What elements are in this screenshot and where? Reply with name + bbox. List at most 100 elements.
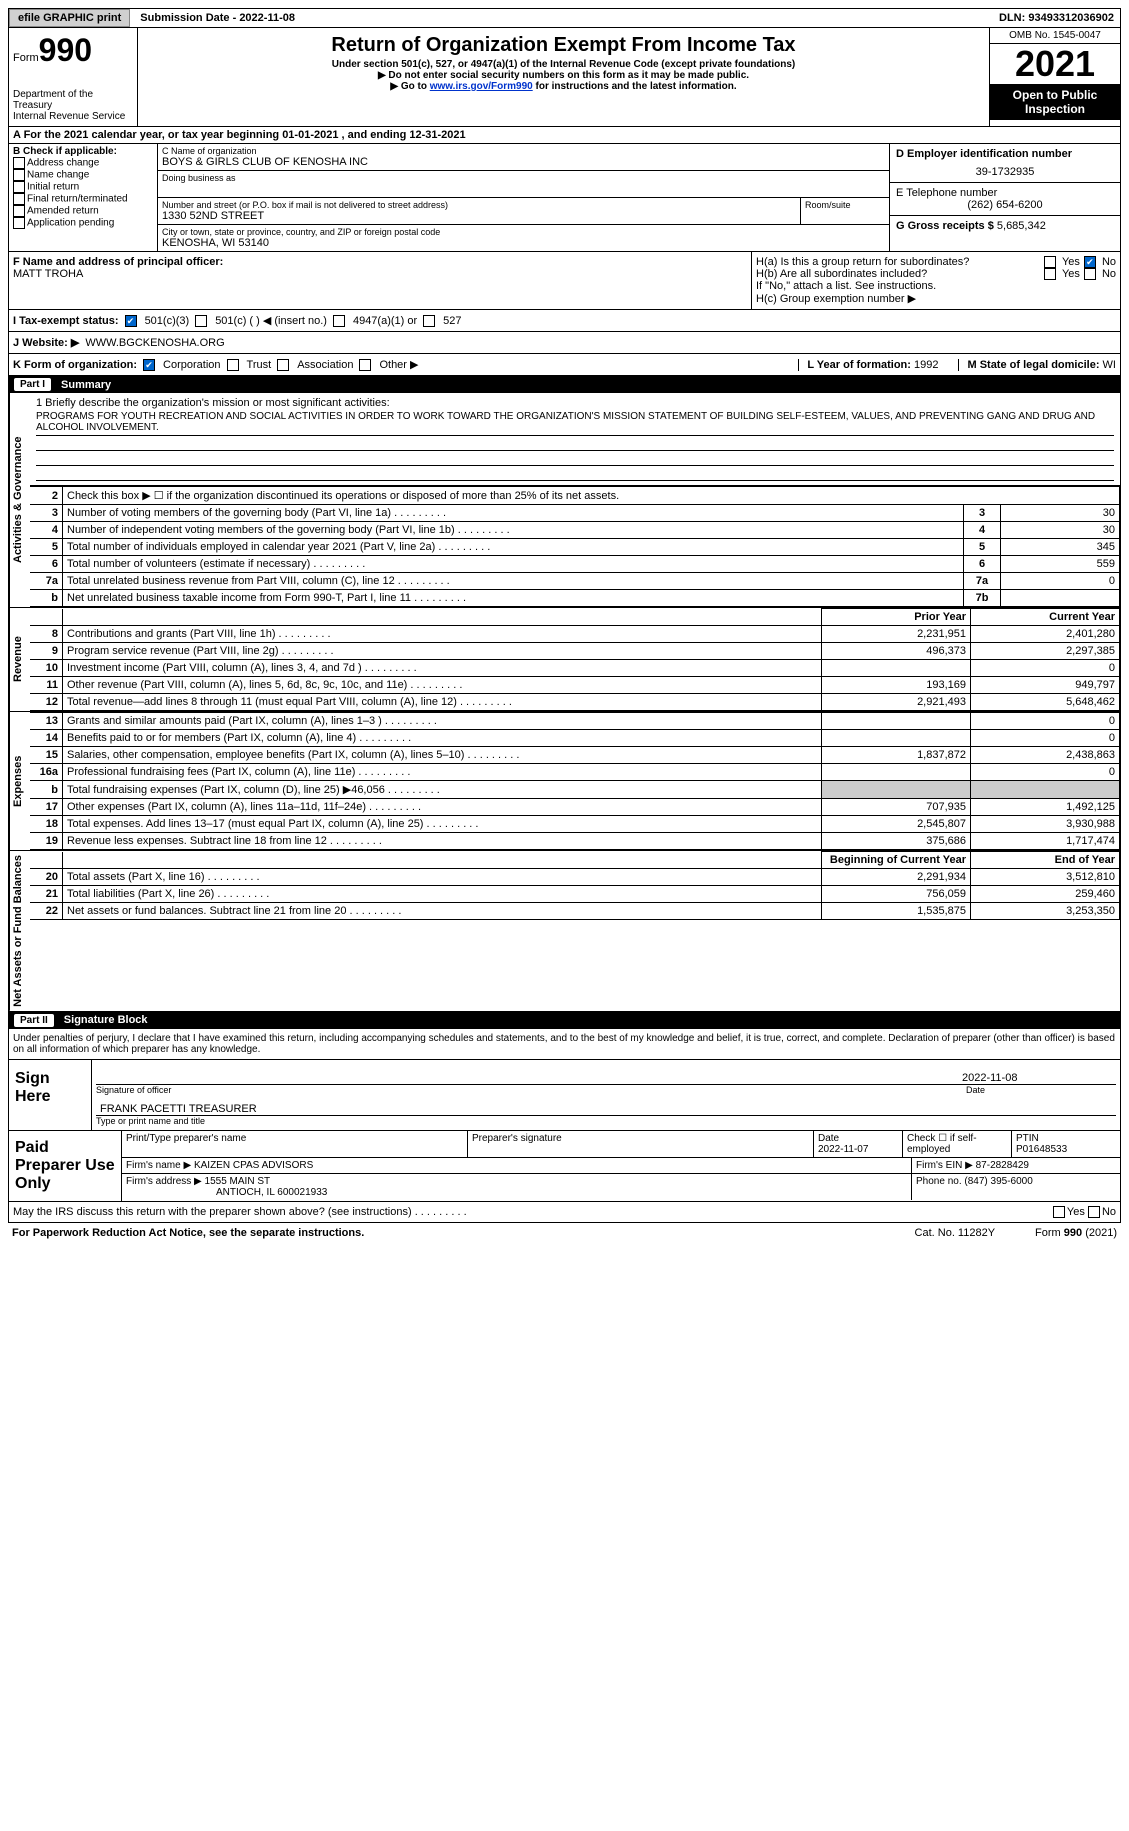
street: 1330 52ND STREET [162, 210, 796, 222]
gov-section: Activities & Governance 1 Briefly descri… [8, 393, 1121, 608]
gross: 5,685,342 [997, 220, 1046, 232]
city-label: City or town, state or province, country… [162, 227, 885, 237]
net-table: Beginning of Current YearEnd of Year20To… [30, 851, 1120, 920]
submission-date: Submission Date - 2022-11-08 [134, 10, 301, 26]
firm-addr1: 1555 MAIN ST [205, 1176, 271, 1187]
officer-name: MATT TROHA [13, 268, 747, 280]
top-bar: efile GRAPHIC print Submission Date - 20… [8, 8, 1121, 28]
sign-date: 2022-11-08 [962, 1072, 1112, 1084]
chk-name[interactable] [13, 169, 25, 181]
date-cap: Date [966, 1085, 1116, 1095]
prep-name-label: Print/Type preparer's name [122, 1131, 468, 1157]
omb-number: OMB No. 1545-0047 [990, 28, 1120, 44]
chk-501c3[interactable] [125, 315, 137, 327]
chk-pending[interactable] [13, 217, 25, 229]
gross-label: G Gross receipts $ [896, 220, 994, 232]
hb-note: If "No," attach a list. See instructions… [756, 280, 1116, 292]
phone-label: E Telephone number [896, 187, 1114, 199]
dept-label: Department of the Treasury [13, 89, 133, 111]
form-number: 990 [39, 32, 92, 69]
form-label: Form [13, 52, 39, 64]
kform-row: K Form of organization: Corporation Trus… [8, 354, 1121, 376]
ein-label: D Employer identification number [896, 148, 1114, 160]
ha-no[interactable] [1084, 256, 1096, 268]
paperwork: For Paperwork Reduction Act Notice, see … [12, 1227, 364, 1239]
chk-assoc[interactable] [277, 359, 289, 371]
block-b-label: B Check if applicable: [13, 146, 153, 157]
chk-final[interactable] [13, 193, 25, 205]
sig-cap: Signature of officer [96, 1085, 966, 1095]
mission-text: PROGRAMS FOR YOUTH RECREATION AND SOCIAL… [36, 409, 1114, 436]
chk-address[interactable] [13, 157, 25, 169]
form-ref: Form 990 (2021) [1035, 1227, 1117, 1239]
chk-527[interactable] [423, 315, 435, 327]
form-header: Form 990 Department of the Treasury Inte… [8, 28, 1121, 127]
chk-amended[interactable] [13, 205, 25, 217]
gov-table: 2Check this box ▶ ☐ if the organization … [30, 486, 1120, 607]
net-vlabel: Net Assets or Fund Balances [9, 851, 30, 1011]
discuss-row: May the IRS discuss this return with the… [8, 1202, 1121, 1223]
prep-sig-label: Preparer's signature [468, 1131, 814, 1157]
firm-phone: (847) 395-6000 [964, 1176, 1032, 1187]
dln: DLN: 93493312036902 [993, 10, 1120, 26]
hb-label: H(b) Are all subordinates included? [756, 268, 1040, 280]
firm-ein: 87-2828429 [976, 1160, 1029, 1171]
discuss-q: May the IRS discuss this return with the… [13, 1206, 467, 1218]
chk-501c[interactable] [195, 315, 207, 327]
cat-no: Cat. No. 11282Y [915, 1227, 996, 1239]
rev-vlabel: Revenue [9, 608, 30, 711]
firm-addr2: ANTIOCH, IL 600021933 [216, 1187, 327, 1198]
note-goto-post: for instructions and the latest informat… [536, 81, 737, 92]
note-goto-pre: Go to [390, 81, 429, 92]
rev-section: Revenue Prior YearCurrent Year8Contribut… [8, 608, 1121, 712]
rev-table: Prior YearCurrent Year8Contributions and… [30, 608, 1120, 711]
discuss-yes[interactable] [1053, 1206, 1065, 1218]
firm-name: KAIZEN CPAS ADVISORS [194, 1160, 313, 1171]
block-bcd: B Check if applicable: Address change Na… [8, 144, 1121, 252]
hc-label: H(c) Group exemption number ▶ [756, 292, 1116, 305]
block-fh: F Name and address of principal officer:… [8, 252, 1121, 310]
mission-q: 1 Briefly describe the organization's mi… [36, 397, 1114, 409]
hb-no[interactable] [1084, 268, 1096, 280]
form-title: Return of Organization Exempt From Incom… [142, 34, 985, 57]
signer-name: FRANK PACETTI TREASURER [100, 1103, 257, 1115]
part1-header: Part I Summary [8, 376, 1121, 393]
dba-label: Doing business as [162, 173, 885, 183]
phone: (262) 654-6200 [896, 199, 1114, 211]
part2-header: Part II Signature Block [8, 1012, 1121, 1029]
hb-yes[interactable] [1044, 268, 1056, 280]
sign-label: Sign Here [9, 1060, 92, 1130]
sign-section: Sign Here 2022-11-08 Signature of office… [8, 1060, 1121, 1131]
city: KENOSHA, WI 53140 [162, 237, 885, 249]
chk-trust[interactable] [227, 359, 239, 371]
penalties-text: Under penalties of perjury, I declare th… [8, 1029, 1121, 1060]
discuss-no[interactable] [1088, 1206, 1100, 1218]
prep-self-emp: Check ☐ if self-employed [903, 1131, 1012, 1157]
chk-corp[interactable] [143, 359, 155, 371]
exp-section: Expenses 13Grants and similar amounts pa… [8, 712, 1121, 851]
inspection-badge: Open to Public Inspection [990, 84, 1120, 120]
chk-other[interactable] [359, 359, 371, 371]
exp-vlabel: Expenses [9, 712, 30, 850]
net-section: Net Assets or Fund Balances Beginning of… [8, 851, 1121, 1012]
tax-year: 2021 [990, 44, 1120, 84]
chk-4947[interactable] [333, 315, 345, 327]
ha-yes[interactable] [1044, 256, 1056, 268]
ha-label: H(a) Is this a group return for subordin… [756, 256, 1040, 268]
ein: 39-1732935 [896, 160, 1114, 178]
ptin: P01648533 [1016, 1144, 1067, 1155]
gov-vlabel: Activities & Governance [9, 393, 30, 607]
tax-status-row: I Tax-exempt status: 501(c)(3) 501(c) ( … [8, 310, 1121, 332]
efile-button[interactable]: efile GRAPHIC print [9, 9, 130, 27]
org-name-label: C Name of organization [162, 146, 885, 156]
name-cap: Type or print name and title [96, 1116, 205, 1126]
chk-initial[interactable] [13, 181, 25, 193]
org-name: BOYS & GIRLS CLUB OF KENOSHA INC [162, 156, 885, 168]
street-label: Number and street (or P.O. box if mail i… [162, 200, 796, 210]
note-ssn: Do not enter social security numbers on … [142, 70, 985, 81]
room-label: Room/suite [805, 200, 885, 210]
irs-link[interactable]: www.irs.gov/Form990 [430, 81, 533, 92]
website-row: J Website: ▶ WWW.BGCKENOSHA.ORG [8, 332, 1121, 354]
prep-date: 2022-11-07 [818, 1144, 868, 1155]
preparer-label: Paid Preparer Use Only [9, 1131, 122, 1201]
